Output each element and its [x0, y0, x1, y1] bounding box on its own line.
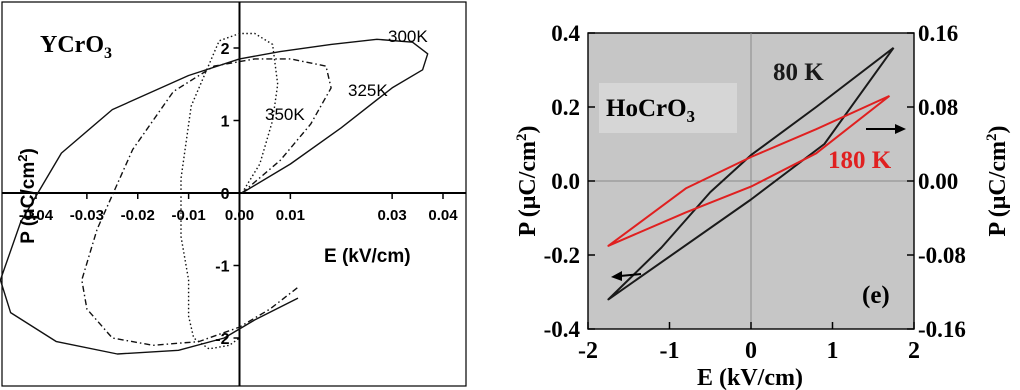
loop-300k: [0, 38, 429, 355]
title-box: [599, 83, 737, 133]
right-y-axis-label: P (μC/cm2): [514, 125, 541, 236]
hocro3-panel: -2 -1 0 1 2 -0.4 -0.2 0.0 0.2 0.4 -0.16 -0.08 0.00 0.…: [514, 21, 1011, 390]
left-axes: [2, 2, 466, 386]
left-series-group: [0, 32, 429, 355]
right-x-tick-label: 1: [827, 338, 839, 364]
left-x-tick-label: 0.00: [225, 207, 254, 224]
panel-label-e: (e): [862, 282, 890, 309]
left-x-tick-label: -0.03: [70, 207, 104, 224]
left-y-tick-label: 0: [221, 186, 230, 203]
left-x-tick-label: 0.01: [276, 207, 305, 224]
right-y2-tick-label: 0.00: [918, 169, 958, 194]
left-y-tick-label: 1: [221, 114, 230, 131]
left-y-tick-label: -2: [215, 331, 229, 348]
left-y-tick-label: -1: [215, 259, 229, 276]
left-y-axis-label: P (μC/cm2): [15, 148, 39, 244]
right-y2-tick-label: 0.08: [918, 95, 958, 120]
loop-350k: [180, 32, 279, 350]
label-325k: 325K: [348, 81, 388, 100]
right-series-group: [607, 47, 895, 301]
right-title: HoCrO3: [606, 95, 695, 126]
right-x-tick-label: 0: [745, 338, 757, 364]
right-y2-tick-label: 0.16: [918, 21, 958, 46]
label-180k: 180 K: [828, 147, 892, 174]
left-x-tick-label: 0.04: [428, 207, 458, 224]
right-y-tick-label: -0.4: [544, 317, 581, 342]
label-80k: 80 K: [773, 59, 824, 86]
left-x-tick-label: 0.03: [378, 207, 407, 224]
ycro3-panel: -0.04 -0.03 -0.02 -0.01 0.00 0.01 0.03 0.04 -2 -1…: [0, 1, 467, 387]
left-tick-labels: -0.04 -0.03 -0.02 -0.01 0.00 0.01 0.03 0.04 -2 -1…: [19, 41, 458, 348]
right-y2-axis-label: P (μC/cm2): [984, 125, 1011, 236]
right-tick-labels: -2 -1 0 1 2 -0.4 -0.2 0.0 0.2 0.4 -0.16 -0.08 0.00 0.…: [544, 21, 966, 364]
label-350k: 350K: [265, 105, 305, 124]
left-x-axis-label: E (kV/cm): [324, 246, 411, 267]
right-y-tick-label: -0.2: [544, 243, 580, 268]
loop-180k: [607, 94, 891, 247]
left-x-tick-label: -0.04: [19, 207, 54, 224]
right-y-tick-label: 0.2: [551, 95, 580, 120]
left-x-tick-label: -0.01: [172, 207, 206, 224]
right-x-tick-label: -1: [660, 338, 680, 364]
right-y2-tick-label: -0.16: [918, 317, 966, 342]
left-title: YCrO3: [40, 32, 112, 62]
right-y-tick-label: 0.0: [551, 169, 580, 194]
left-axis-arrow: [611, 271, 642, 281]
right-y2-tick-label: -0.08: [918, 243, 966, 268]
right-x-tick-label: -2: [578, 338, 598, 364]
right-axes: [587, 32, 915, 330]
right-x-tick-label: 2: [908, 338, 920, 364]
right-axis-arrow: [866, 124, 906, 134]
label-300k: 300K: [388, 27, 428, 46]
left-x-tick-label: -0.02: [121, 207, 155, 224]
left-y-tick-label: 2: [221, 41, 230, 58]
right-x-axis-label: E (kV/cm): [697, 365, 803, 390]
right-y-tick-label: 0.4: [551, 21, 580, 46]
